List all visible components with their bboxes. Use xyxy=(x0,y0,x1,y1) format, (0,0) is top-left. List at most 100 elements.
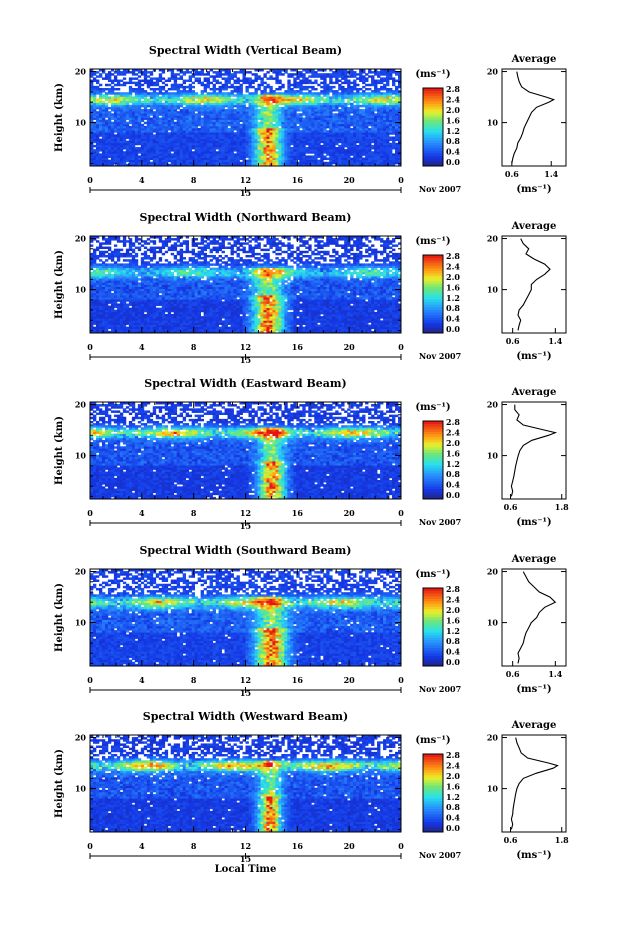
heatmap-cell xyxy=(398,85,402,89)
heatmap-cell xyxy=(368,87,372,91)
heatmap-cell xyxy=(371,157,375,161)
heatmap-cell xyxy=(281,128,285,131)
heatmap-cell xyxy=(206,109,210,112)
heatmap-cell xyxy=(140,100,145,104)
heatmap-cell xyxy=(125,157,130,161)
heatmap-cell xyxy=(119,316,124,319)
heatmap-cell xyxy=(152,90,157,93)
heatmap-cell xyxy=(398,109,402,112)
heatmap-cell xyxy=(272,136,276,139)
heatmap-cell xyxy=(90,318,94,321)
heatmap-cell xyxy=(107,242,112,245)
heatmap-cell xyxy=(248,96,252,99)
heatmap-cell xyxy=(347,130,351,133)
heatmap-cell xyxy=(371,81,375,85)
heatmap-cell xyxy=(299,71,303,74)
heatmap-cell xyxy=(215,144,219,148)
heatmap-cell xyxy=(347,119,351,123)
heatmap-cell xyxy=(221,98,225,101)
heatmap-cell xyxy=(242,79,246,82)
heatmap-cell xyxy=(287,163,291,167)
heatmap-cell xyxy=(320,153,324,156)
heatmap-cell xyxy=(290,106,294,110)
heatmap-cell xyxy=(125,303,130,306)
heatmap-cell xyxy=(284,113,288,116)
heatmap-cell xyxy=(323,161,327,165)
heatmap-cell xyxy=(296,73,300,76)
heatmap-cell xyxy=(110,280,115,283)
heatmap-cell xyxy=(257,85,261,89)
heatmap-cell xyxy=(125,140,130,144)
heatmap-cell xyxy=(302,92,306,95)
heatmap-cell xyxy=(218,113,222,116)
heatmap-cell xyxy=(251,119,255,123)
heatmap-cell xyxy=(215,100,219,104)
heatmap-cell xyxy=(257,134,261,137)
heatmap-cell xyxy=(107,286,112,290)
heatmap-cell xyxy=(299,153,303,156)
heatmap-cell xyxy=(155,136,160,139)
heatmap-cell xyxy=(128,113,133,116)
heatmap-cell xyxy=(251,159,255,163)
heatmap-cell xyxy=(101,159,106,163)
heatmap-cell xyxy=(110,250,115,254)
heatmap-cell xyxy=(287,115,291,118)
heatmap-cell xyxy=(161,142,166,146)
heatmap-cell xyxy=(317,113,321,116)
heatmap-cell xyxy=(332,130,336,133)
heatmap-cell xyxy=(233,109,237,112)
heatmap-cell xyxy=(155,151,160,154)
heatmap-cell xyxy=(119,269,124,273)
heatmap-cell xyxy=(359,163,363,167)
heatmap-cell xyxy=(290,157,294,161)
heatmap-cell xyxy=(188,132,193,135)
heatmap-cell xyxy=(155,98,160,101)
heatmap-cell xyxy=(350,104,354,108)
heatmap-cell xyxy=(119,282,124,285)
heatmap-cell xyxy=(155,130,160,133)
heatmap-cell xyxy=(272,119,276,123)
heatmap-cell xyxy=(167,153,172,156)
heatmap-cell xyxy=(224,113,228,116)
heatmap-cell xyxy=(98,102,103,106)
heatmap-cell xyxy=(188,138,193,142)
heatmap-cell xyxy=(215,142,219,146)
heatmap-cell xyxy=(92,290,97,294)
heatmap-cell xyxy=(272,77,276,80)
heatmap-cell xyxy=(200,109,204,112)
heatmap-cell xyxy=(329,151,333,154)
heatmap-cell xyxy=(143,161,148,165)
heatmap-cell xyxy=(107,121,112,125)
heatmap-cell xyxy=(317,125,321,129)
heatmap-cell xyxy=(224,138,228,142)
heatmap-cell xyxy=(110,163,115,167)
heatmap-cell xyxy=(338,151,342,154)
heatmap-cell xyxy=(212,157,216,161)
heatmap-cell xyxy=(134,290,139,294)
heatmap-cell xyxy=(95,163,100,167)
heatmap-cell xyxy=(260,136,264,139)
heatmap-cell xyxy=(392,71,396,74)
heatmap-cell xyxy=(395,147,399,150)
heatmap-cell xyxy=(116,69,121,72)
heatmap-cell xyxy=(365,123,369,127)
heatmap-cell xyxy=(95,265,100,268)
heatmap-cell xyxy=(215,138,219,142)
heatmap-cell xyxy=(296,134,300,137)
heatmap-cell xyxy=(311,81,315,85)
heatmap-cell xyxy=(236,79,240,82)
heatmap-cell xyxy=(245,125,249,129)
heatmap-cell xyxy=(374,147,378,150)
heatmap-cell xyxy=(392,155,396,158)
heatmap-cell xyxy=(158,106,163,110)
heatmap-cell xyxy=(245,149,249,152)
heatmap-cell xyxy=(245,153,249,156)
heatmap-cell xyxy=(134,128,139,131)
heatmap-cell xyxy=(263,121,267,125)
heatmap-cell xyxy=(182,81,187,85)
heatmap-cell xyxy=(146,132,151,135)
heatmap-cell xyxy=(353,81,357,85)
heatmap-cell xyxy=(116,307,121,311)
heatmap-cell xyxy=(338,102,342,106)
heatmap-cell xyxy=(134,90,139,93)
